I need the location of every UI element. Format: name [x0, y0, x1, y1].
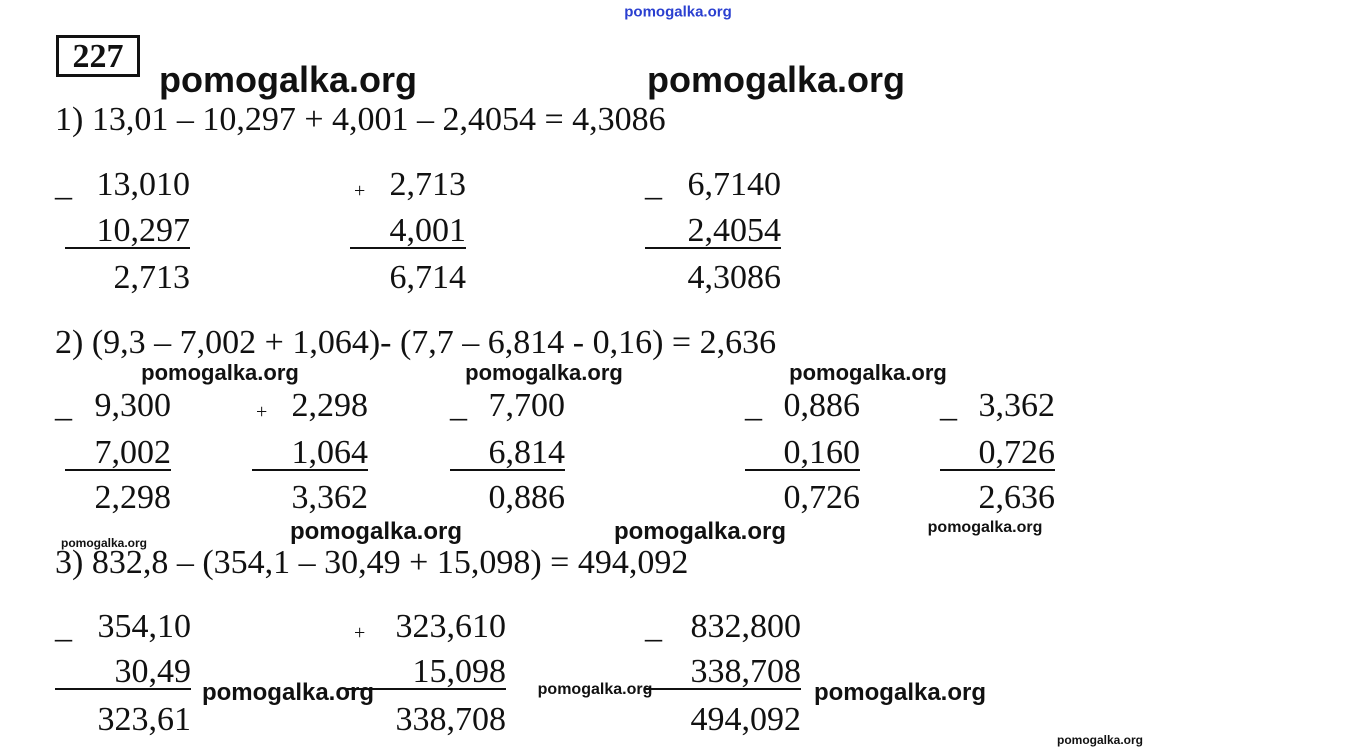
- column-top: 13,010: [96, 166, 191, 203]
- watermark: pomogalka.org: [813, 679, 987, 706]
- watermark: pomogalka.org: [289, 518, 463, 545]
- operator: _: [55, 166, 72, 203]
- column-result: 323,61: [97, 701, 192, 738]
- watermark: pomogalka.org: [624, 3, 732, 21]
- watermark: pomogalka.org: [613, 518, 787, 545]
- watermark: pomogalka.org: [646, 59, 906, 100]
- column-result: 2,636: [978, 479, 1056, 516]
- operator: _: [745, 387, 762, 424]
- column-bottom: 2,4054: [687, 212, 782, 249]
- operator: _: [645, 608, 662, 645]
- column-top: 7,700: [488, 387, 566, 424]
- column-result: 0,726: [783, 479, 861, 516]
- operator: +: [354, 622, 366, 644]
- sum-line: [745, 469, 860, 471]
- sum-line: [645, 247, 781, 249]
- column-bottom: 7,002: [94, 434, 172, 471]
- operator: _: [940, 387, 957, 424]
- column-top: 6,7140: [687, 166, 782, 203]
- equation: 3) 832,8 – (354,1 – 30,49 + 15,098) = 49…: [55, 544, 689, 581]
- column-result: 6,714: [389, 259, 467, 296]
- column-result: 4,3086: [687, 259, 782, 296]
- column-bottom: 30,49: [114, 653, 192, 690]
- column-bottom: 15,098: [412, 653, 507, 690]
- watermark: pomogalka.org: [537, 681, 653, 698]
- sum-line: [450, 469, 565, 471]
- watermark: pomogalka.org: [465, 360, 623, 385]
- watermark: pomogalka.org: [141, 360, 299, 385]
- sum-line: [65, 469, 171, 471]
- column-result: 494,092: [690, 701, 802, 738]
- column-result: 338,708: [395, 701, 507, 738]
- column-top: 2,298: [291, 387, 369, 424]
- column-bottom: 10,297: [96, 212, 191, 249]
- sum-line: [645, 688, 801, 690]
- column-bottom: 0,160: [783, 434, 861, 471]
- sum-line: [65, 247, 190, 249]
- column-bottom: 0,726: [978, 434, 1056, 471]
- watermark: pomogalka.org: [927, 519, 1043, 536]
- equation: 1) 13,01 – 10,297 + 4,001 – 2,4054 = 4,3…: [55, 101, 666, 138]
- sum-line: [345, 688, 506, 690]
- column-top: 354,10: [97, 608, 192, 645]
- column-result: 2,713: [113, 259, 191, 296]
- sum-line: [350, 247, 466, 249]
- operator: _: [55, 387, 72, 424]
- column-bottom: 1,064: [291, 434, 369, 471]
- operator: _: [645, 166, 662, 203]
- operator: _: [55, 608, 72, 645]
- column-top: 9,300: [94, 387, 172, 424]
- column-top: 832,800: [690, 608, 802, 645]
- watermark: pomogalka.org: [158, 59, 418, 100]
- operator: _: [450, 387, 467, 424]
- sum-line: [940, 469, 1055, 471]
- operator: +: [354, 180, 366, 202]
- sum-line: [252, 469, 368, 471]
- column-top: 0,886: [783, 387, 861, 424]
- column-result: 2,298: [94, 479, 172, 516]
- watermark: pomogalka.org: [789, 360, 947, 385]
- column-top: 3,362: [978, 387, 1056, 424]
- sum-line: [55, 688, 191, 690]
- watermark: pomogalka.org: [60, 536, 148, 550]
- exercise-number: 227: [56, 35, 140, 77]
- column-bottom: 4,001: [389, 212, 467, 249]
- column-top: 2,713: [389, 166, 467, 203]
- equation: 2) (9,3 – 7,002 + 1,064)- (7,7 – 6,814 -…: [55, 324, 777, 361]
- column-result: 0,886: [488, 479, 566, 516]
- watermark: pomogalka.org: [1056, 733, 1144, 747]
- operator: +: [256, 401, 268, 423]
- column-bottom: 338,708: [690, 653, 802, 690]
- column-top: 323,610: [395, 608, 507, 645]
- watermark: pomogalka.org: [201, 679, 375, 706]
- column-result: 3,362: [291, 479, 369, 516]
- column-bottom: 6,814: [488, 434, 566, 471]
